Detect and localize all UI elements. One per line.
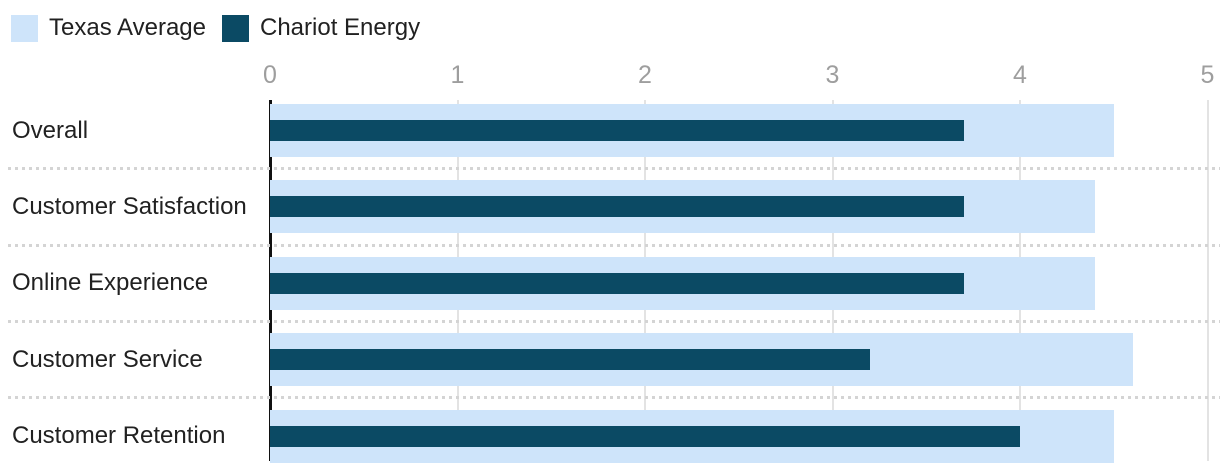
category-label-online-experience: Online Experience [12, 269, 209, 297]
legend-label-chariot-energy: Chariot Energy [260, 14, 421, 41]
row-separator [8, 243, 1220, 247]
x-tick-label-0: 0 [263, 61, 277, 89]
bar-chariot-energy-online-experience[interactable] [270, 272, 964, 294]
category-label-customer-service: Customer Service [12, 345, 203, 373]
x-tick-label-1: 1 [450, 61, 465, 89]
legend-item-texas-average: Texas Average [11, 14, 206, 42]
row-separator [8, 396, 1220, 400]
x-tick-label-4: 4 [1013, 61, 1027, 89]
bar-chariot-energy-customer-retention[interactable] [270, 425, 1020, 447]
legend-item-chariot-energy: Chariot Energy [222, 14, 420, 42]
bar-chariot-energy-customer-service[interactable] [270, 349, 870, 371]
x-tick-label-5: 5 [1200, 61, 1215, 89]
x-tick-label-3: 3 [825, 61, 840, 89]
bar-chariot-energy-customer-satisfaction[interactable] [270, 196, 964, 218]
category-label-customer-satisfaction: Customer Satisfaction [12, 192, 247, 220]
texas-average-swatch-icon [11, 14, 38, 42]
legend-label-texas-average: Texas Average [49, 14, 206, 41]
row-separator [8, 167, 1220, 171]
gridline-5 [1206, 100, 1209, 461]
category-label-overall: Overall [12, 116, 89, 144]
x-tick-label-2: 2 [638, 61, 652, 89]
row-separator [8, 320, 1220, 323]
bar-chariot-energy-overall[interactable] [270, 120, 964, 141]
category-label-customer-retention: Customer Retention [12, 422, 226, 450]
legend: Texas Average Chariot Energy [11, 14, 420, 42]
chariot-energy-swatch-icon [222, 14, 249, 42]
